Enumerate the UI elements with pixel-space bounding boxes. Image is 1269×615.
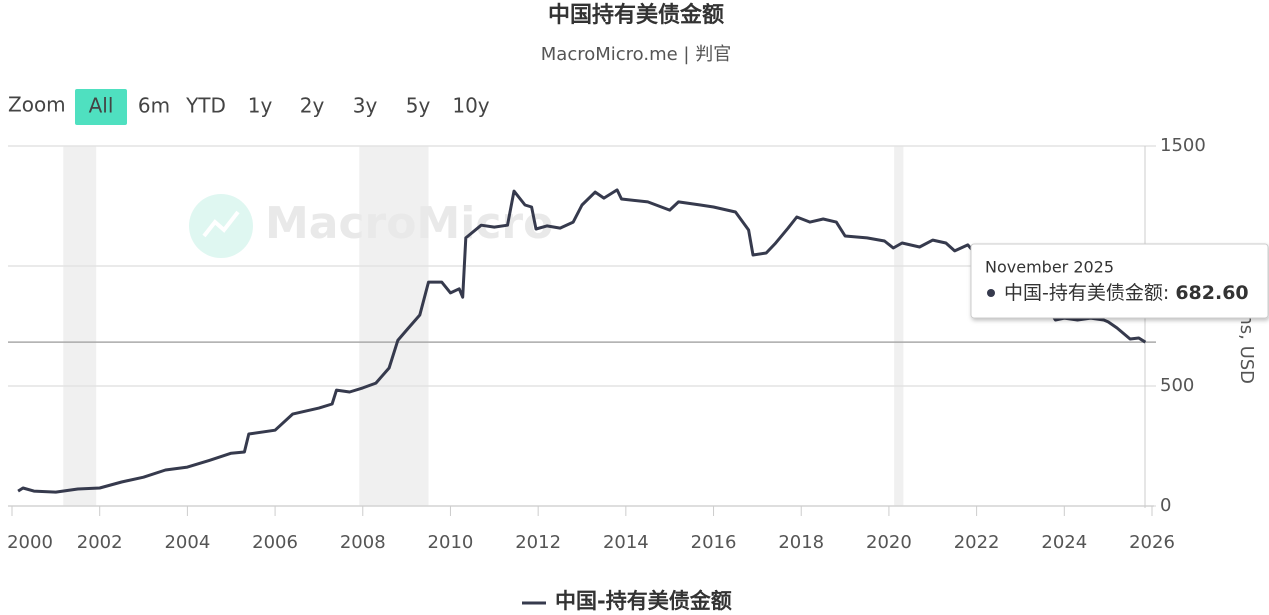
zoom-button[interactable]: YTD	[180, 89, 232, 125]
x-tick-label: 2026	[1129, 532, 1175, 553]
zoom-button-label[interactable]: All	[89, 94, 114, 118]
x-tick-label: 2020	[866, 532, 912, 553]
shaded-range	[359, 146, 429, 506]
x-tick-label: 2000	[7, 532, 53, 553]
tooltip-series: 中国-持有美债金额:	[1004, 282, 1169, 304]
shaded-range	[63, 146, 97, 506]
x-tick-label: 2022	[954, 532, 1000, 553]
zoom-button-label[interactable]: 5y	[406, 94, 431, 118]
y-tick-label: 1500	[1160, 135, 1206, 156]
plot-area: 0500100015002000200220042006200820102012…	[7, 135, 1206, 553]
x-tick-label: 2002	[77, 532, 123, 553]
chart-title: 中国持有美债金额	[548, 2, 724, 28]
zoom-button-label[interactable]: YTD	[185, 94, 226, 118]
zoom-button-bg[interactable]	[75, 89, 127, 125]
watermark-text: MacroMicro	[265, 198, 553, 249]
watermark-logo-line	[202, 210, 240, 238]
x-tick-label: 2012	[515, 532, 561, 553]
tooltip: November 2025 中国-持有美债金额: 682.60	[970, 243, 1269, 319]
zoom-button[interactable]: All	[75, 89, 127, 125]
zoom-button[interactable]: 3y	[339, 89, 391, 125]
zoom-button[interactable]: 1y	[234, 89, 286, 125]
zoom-button-label[interactable]: 1y	[248, 94, 273, 118]
zoom-button-label[interactable]: 10y	[452, 94, 489, 118]
zoom-button[interactable]: 10y	[445, 89, 497, 125]
tooltip-label: 中国-持有美债金额: 682.60	[1004, 282, 1249, 304]
x-tick-label: 2004	[164, 532, 210, 553]
x-tick-label: 2008	[340, 532, 386, 553]
y-tick-label: 500	[1160, 375, 1194, 396]
x-tick-label: 2010	[428, 532, 474, 553]
data-line	[17, 188, 1147, 494]
x-tick-label: 2006	[252, 532, 298, 553]
zoom-button[interactable]: 2y	[286, 89, 338, 125]
x-tick-label: 2014	[603, 532, 649, 553]
zoom-label: Zoom	[8, 93, 66, 117]
legend[interactable]: 中国-持有美债金额	[522, 589, 732, 613]
tooltip-title: November 2025	[985, 258, 1114, 277]
shaded-range	[894, 146, 904, 506]
zoom-button[interactable]: 5y	[392, 89, 444, 125]
tooltip-value: 682.60	[1175, 282, 1248, 304]
chart-subtitle: MacroMicro.me | 判官	[541, 44, 731, 65]
x-tick-label: 2024	[1041, 532, 1087, 553]
tooltip-marker	[987, 289, 995, 297]
zoom-button-label[interactable]: 2y	[300, 94, 325, 118]
legend-label[interactable]: 中国-持有美债金额	[555, 589, 732, 613]
zoom-button[interactable]: 6m	[128, 89, 180, 125]
y-tick-label: 0	[1160, 495, 1171, 516]
background-layer	[8, 145, 1156, 507]
zoom-button-label[interactable]: 3y	[353, 94, 378, 118]
watermark: MacroMicro	[189, 194, 553, 258]
zoom-button-label[interactable]: 6m	[138, 94, 170, 118]
tooltip-box	[970, 243, 1269, 319]
x-tick-label: 2018	[778, 532, 824, 553]
x-tick-label: 2016	[691, 532, 737, 553]
